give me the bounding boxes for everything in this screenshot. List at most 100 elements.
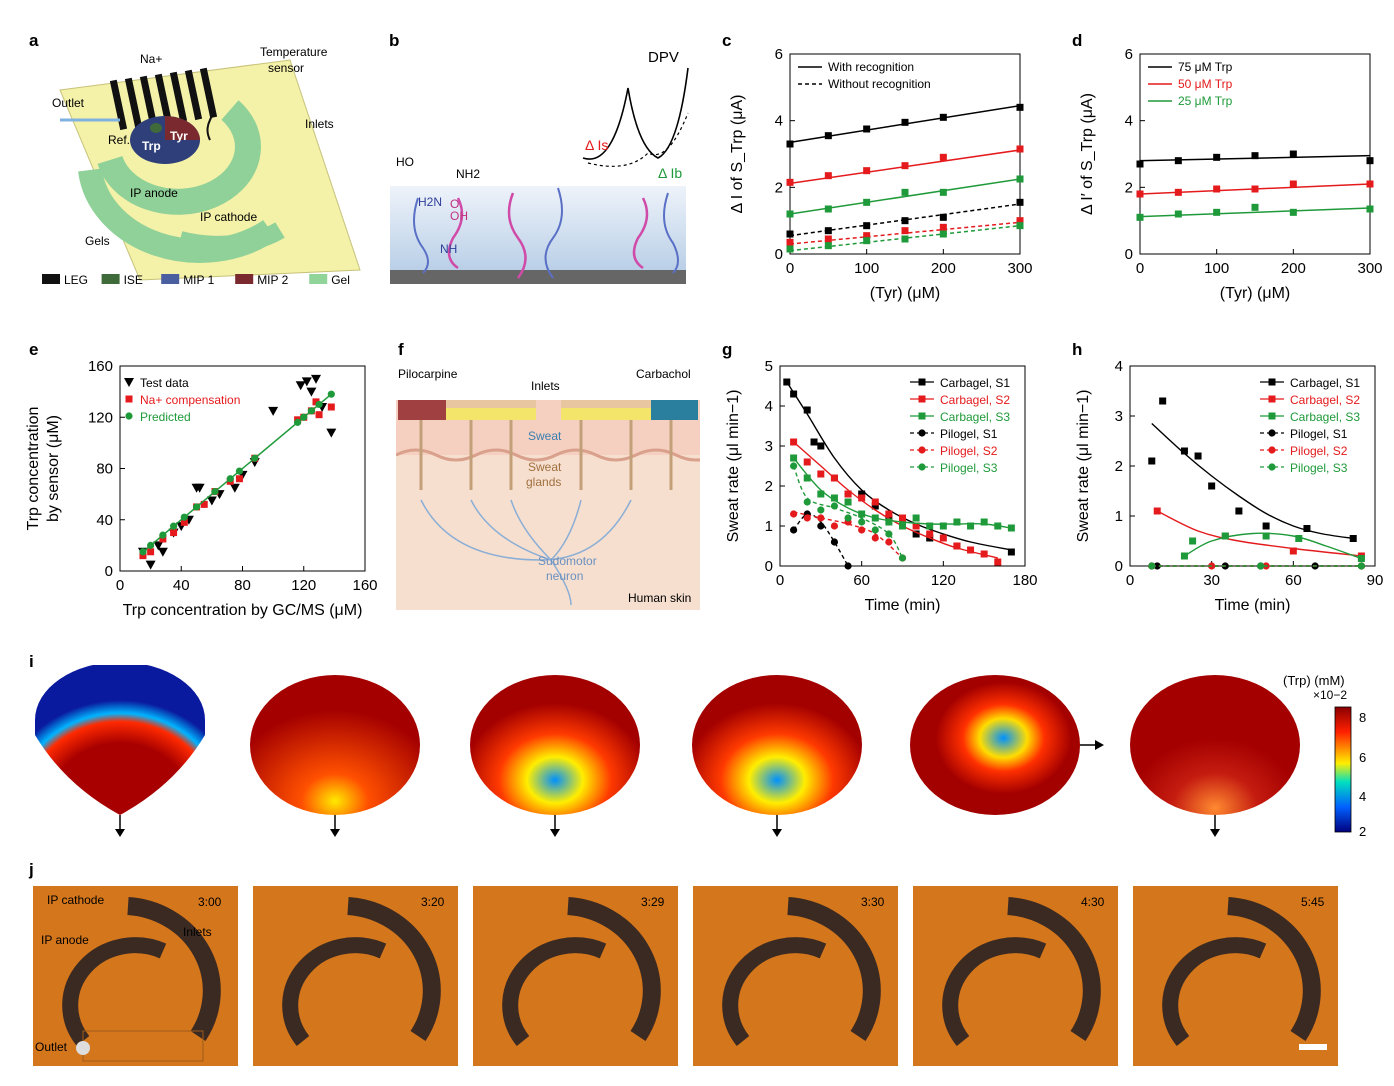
data-point xyxy=(1289,547,1297,555)
data-point xyxy=(786,245,794,253)
data-point xyxy=(139,548,147,556)
data-point xyxy=(994,522,1002,530)
legend-marker xyxy=(1268,395,1276,403)
photo-frame-3: 3:29 xyxy=(473,886,678,1066)
device-schematic: Na+ Temperature sensor Outlet Ref. Trp T… xyxy=(52,45,361,281)
data-point xyxy=(953,542,961,550)
x-tick-label: 90 xyxy=(1367,572,1384,589)
legend-h-label-2: Carbagel, S3 xyxy=(1290,410,1360,424)
sweat-label: Sweat xyxy=(528,429,562,443)
data-point xyxy=(180,513,188,521)
x-tick-label: 0 xyxy=(776,572,784,589)
data-point xyxy=(1180,447,1188,455)
data-point xyxy=(180,518,188,526)
data-point xyxy=(1153,562,1161,570)
data-point xyxy=(235,467,244,475)
colorbar-tick-2: 2 xyxy=(1359,824,1366,839)
y-tick-label: 4 xyxy=(1115,358,1123,375)
data-point xyxy=(824,172,832,180)
sweat-glands xyxy=(419,420,673,490)
y-tick-label: 80 xyxy=(96,461,113,478)
data-point xyxy=(1174,188,1182,196)
data-point xyxy=(1136,190,1144,198)
data-point xyxy=(824,227,832,235)
series-c-1 xyxy=(786,145,1024,186)
data-point xyxy=(294,418,302,426)
data-point xyxy=(1174,210,1182,218)
data-point xyxy=(885,538,893,546)
mip-chemistry: DPV Δ Is Δ Ib H2N O OH NH NH2 HO xyxy=(390,49,689,284)
data-point xyxy=(790,390,798,398)
y-tick-label: 0 xyxy=(1115,558,1123,575)
data-point xyxy=(1208,482,1216,490)
y-axis-label: Δ I′ of S_Trp (μA) xyxy=(1079,93,1096,215)
data-point xyxy=(939,223,947,231)
colorbar xyxy=(1334,706,1352,833)
data-point xyxy=(967,546,975,554)
chart-h: 0 30 60 90 0 1 2 3 4 Time (min) Sweat rate (μl min… xyxy=(1075,358,1384,614)
data-point xyxy=(147,548,155,556)
data-point xyxy=(844,562,852,570)
data-point xyxy=(790,462,798,470)
legend-h-label-1: Carbagel, S2 xyxy=(1290,393,1360,407)
data-point xyxy=(830,502,839,510)
data-point xyxy=(1289,150,1297,158)
data-point xyxy=(803,474,811,482)
data-point xyxy=(786,210,794,218)
human-skin-label: Human skin xyxy=(628,591,691,605)
fit-curve xyxy=(793,457,1012,529)
data-point xyxy=(885,530,893,538)
legend-marker xyxy=(918,412,926,420)
colorbar-tick-8: 8 xyxy=(1359,710,1366,725)
y-tick-label: 4 xyxy=(1125,113,1133,130)
scale-bar xyxy=(1299,1044,1327,1050)
legend-marker xyxy=(124,378,134,387)
map-3 xyxy=(470,675,640,837)
fit-curve xyxy=(1184,532,1362,560)
data-point xyxy=(830,538,839,546)
ref-label: Ref. xyxy=(108,133,130,147)
legend-marker xyxy=(125,395,133,403)
y-tick-label: 0 xyxy=(775,246,783,263)
x-tick-label: 0 xyxy=(1136,260,1144,277)
data-point xyxy=(159,531,167,539)
legend-h-label-3: Pilogel, S1 xyxy=(1290,427,1348,441)
data-point xyxy=(192,503,201,511)
nh-label: NH xyxy=(440,242,457,256)
data-point xyxy=(1251,152,1259,160)
data-point xyxy=(817,522,825,530)
x-tick-label: 0 xyxy=(1126,572,1134,589)
gels-label: Gels xyxy=(85,234,110,248)
series-h-5: Pilogel, S3 xyxy=(1148,461,1365,570)
legend-e-label-2: Predicted xyxy=(140,410,191,424)
plot-frame xyxy=(1139,53,1371,255)
data-point xyxy=(1213,208,1221,216)
data-point xyxy=(251,454,259,462)
data-point xyxy=(912,514,920,522)
colorbar-title: (Trp) (mM) xyxy=(1283,673,1345,688)
series-g-2: Carbagel, S3 xyxy=(790,410,1015,532)
data-point xyxy=(170,529,178,537)
data-point xyxy=(871,498,879,506)
legend-c-label-1: Without recognition xyxy=(828,77,931,91)
data-point xyxy=(899,522,906,530)
data-point xyxy=(1016,217,1024,225)
data-point xyxy=(311,374,321,384)
data-point xyxy=(194,483,205,493)
y-axis-label: Sweat rate (μl min−1) xyxy=(1075,390,1092,543)
data-point xyxy=(863,167,871,175)
legend-label-0: LEG xyxy=(64,273,88,287)
data-point xyxy=(871,526,879,534)
panel-label-g: g xyxy=(722,340,733,359)
data-point xyxy=(326,428,337,438)
data-point xyxy=(1295,535,1303,542)
data-point xyxy=(863,222,871,230)
timestamp-5: 4:30 xyxy=(1081,895,1105,909)
y-axis-label-0: Trp concentration xyxy=(25,407,42,531)
outlet-label-j: Outlet xyxy=(35,1040,68,1054)
data-point xyxy=(327,403,335,411)
data-point xyxy=(790,526,798,534)
data-point xyxy=(901,118,909,126)
data-point xyxy=(1180,552,1188,560)
legend-marker xyxy=(918,429,926,437)
